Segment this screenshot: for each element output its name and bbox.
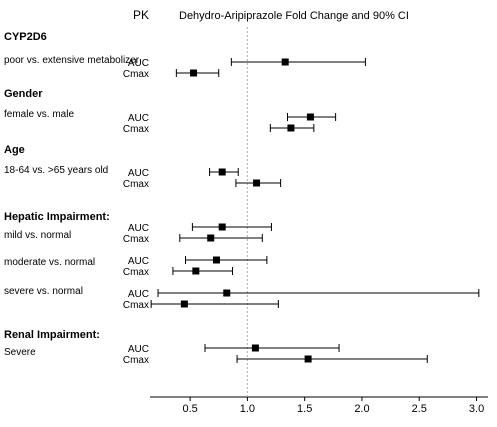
point-estimate-marker [218,223,226,231]
measure-label: Cmax [123,355,149,366]
point-estimate-marker [281,58,289,66]
measure-label: Cmax [123,300,149,311]
x-tick-label: 1.5 [297,403,312,415]
x-tick-label: 2.0 [354,403,369,415]
measure-label: AUC [128,168,149,179]
measure-label: AUC [128,113,149,124]
point-estimate-marker [304,355,312,363]
subgroup-label: moderate vs. normal [4,257,95,268]
x-tick-label: 0.5 [182,403,197,415]
measure-label: AUC [128,256,149,267]
point-estimate-marker [190,69,198,77]
point-estimate-marker [207,234,215,242]
subgroup-label: female vs. male [4,109,74,120]
pk-column-header: PK [133,8,149,22]
subgroup-label: Severe [4,347,36,358]
point-estimate-marker [192,267,200,275]
measure-label: Cmax [123,234,149,245]
group-heading: Age [4,144,25,156]
group-heading: Hepatic Impairment: [4,211,110,223]
group-heading: Renal Impairment: [4,329,100,341]
measure-label: AUC [128,223,149,234]
measure-label: AUC [128,289,149,300]
measure-label: Cmax [123,124,149,135]
subgroup-label: severe vs. normal [4,286,83,297]
measure-label: Cmax [123,69,149,80]
group-heading: CYP2D6 [4,31,47,43]
group-heading: Gender [4,88,43,100]
point-estimate-marker [287,124,295,132]
point-estimate-marker [306,113,314,121]
measure-label: Cmax [123,179,149,190]
point-estimate-marker [218,168,226,176]
measure-label: AUC [128,344,149,355]
measure-label: AUC [128,58,149,69]
x-tick-label: 2.5 [412,403,427,415]
x-tick-label: 1.0 [240,403,255,415]
measure-label: Cmax [123,267,149,278]
point-estimate-marker [212,256,220,264]
chart-title: Dehydro-Aripiprazole Fold Change and 90%… [179,10,409,22]
point-estimate-marker [180,300,188,308]
subgroup-label: poor vs. extensive metabolizer [4,55,140,66]
plot-marks: 0.5 1.0 1.5 2.0 2.5 3.0 CYP2D6 poor vs. extensi… [4,27,484,415]
subgroup-label: mild vs. normal [4,230,71,241]
point-estimate-marker [223,289,231,297]
point-estimate-marker [253,179,261,187]
point-estimate-marker [251,344,259,352]
x-tick-label: 3.0 [469,403,484,415]
subgroup-label: 18-64 vs. >65 years old [4,165,108,176]
